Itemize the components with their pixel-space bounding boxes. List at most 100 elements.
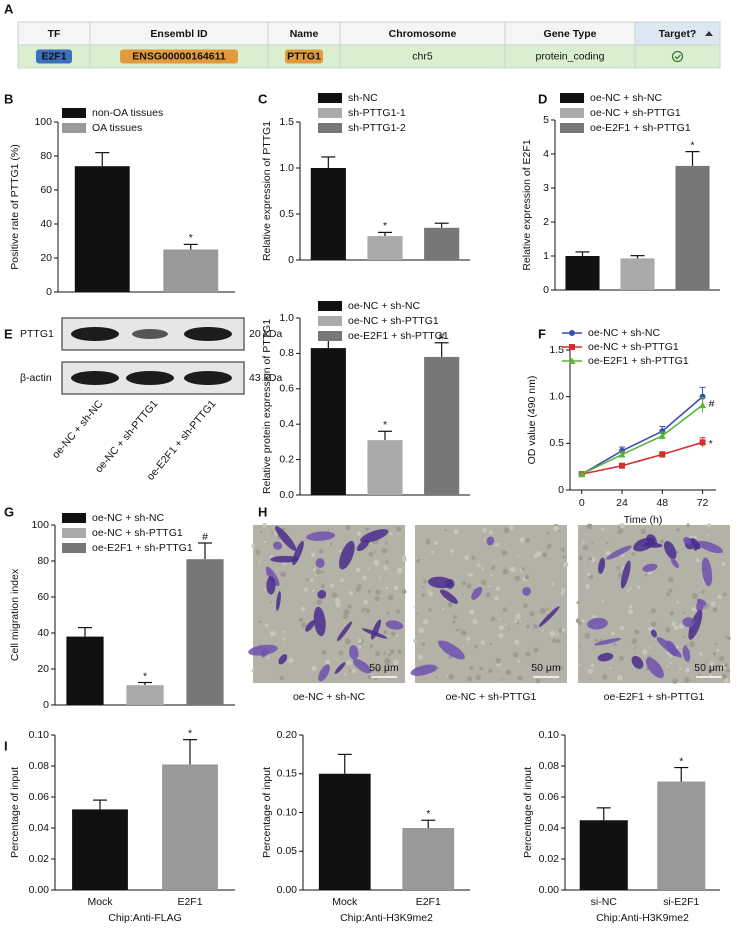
texture [425, 538, 430, 543]
x-axis-label: Chip:Anti-H3K9me2 [340, 912, 433, 924]
cell [275, 526, 297, 551]
texture [464, 555, 470, 560]
texture [255, 549, 261, 555]
legend-swatch [318, 316, 342, 326]
texture [666, 664, 669, 668]
cell [656, 637, 682, 658]
significance-mark: * [189, 232, 193, 244]
texture [578, 555, 583, 561]
line [581, 404, 704, 475]
texture [648, 646, 651, 649]
point [619, 447, 626, 454]
y-axis-label: Cell migration index [9, 568, 21, 661]
cell [633, 537, 655, 552]
texture [369, 643, 374, 648]
texture [262, 523, 267, 528]
texture [674, 625, 679, 631]
texture [672, 678, 678, 684]
cell [697, 540, 723, 554]
texture [373, 550, 377, 554]
y-tick-label: 2 [543, 216, 549, 228]
texture [678, 667, 682, 671]
texture [542, 552, 548, 558]
bar [579, 820, 628, 890]
texture [618, 656, 624, 662]
texture [314, 573, 317, 576]
texture [558, 529, 561, 533]
bar [126, 685, 164, 705]
texture [466, 573, 470, 576]
texture [389, 666, 394, 671]
legend-label: oe-NC + sh-PTTG1 [348, 315, 439, 327]
cell [266, 576, 276, 595]
y-tick-label: 0.10 [29, 729, 50, 741]
texture [453, 615, 458, 619]
cell [306, 531, 336, 541]
y-axis-label: Percentage of input [9, 767, 21, 858]
texture [310, 578, 314, 582]
texture [712, 652, 717, 656]
x-tick-label: 24 [616, 497, 628, 509]
y-axis-label: OD value (490 nm) [526, 376, 538, 465]
texture [631, 638, 637, 645]
texture [422, 618, 429, 625]
panel-label: F [538, 326, 546, 341]
texture [321, 650, 327, 656]
texture [396, 649, 402, 654]
texture [676, 645, 679, 649]
cell [270, 555, 299, 563]
cell [360, 529, 389, 543]
legend-swatch [318, 93, 342, 103]
significance-mark: # [439, 331, 445, 343]
texture [498, 624, 505, 631]
texture [327, 543, 330, 546]
texture [726, 668, 731, 673]
texture [721, 561, 726, 566]
texture [584, 632, 591, 639]
legend-swatch [62, 528, 86, 538]
texture [303, 587, 308, 592]
texture [717, 594, 722, 599]
badge-text: PTTG1 [287, 50, 321, 62]
texture [495, 658, 502, 664]
significance-mark: * [679, 755, 683, 767]
texture [310, 552, 316, 557]
texture [444, 528, 447, 532]
texture [251, 544, 255, 548]
micrograph [415, 525, 567, 683]
y-axis-label: Percentage of input [261, 767, 273, 858]
texture [560, 547, 565, 552]
y-tick-label: 0.05 [277, 845, 298, 857]
legend-label: sh-PTTG1-2 [348, 122, 406, 134]
texture [445, 674, 449, 678]
texture [311, 665, 317, 672]
texture [357, 584, 362, 589]
texture [549, 630, 556, 637]
texture [258, 560, 261, 564]
panel-label: A [4, 1, 14, 16]
cell [670, 558, 679, 568]
texture [727, 636, 731, 640]
y-tick-label: 0.5 [549, 437, 564, 449]
cell [315, 558, 325, 568]
texture [561, 588, 566, 593]
texture [692, 593, 698, 600]
cell [682, 645, 691, 662]
texture [358, 645, 362, 649]
y-tick-label: 0.8 [279, 347, 294, 359]
texture [384, 662, 391, 669]
panel-label: I [4, 738, 8, 753]
texture [558, 665, 564, 671]
texture [378, 576, 382, 579]
bar [310, 348, 346, 495]
cell [445, 579, 455, 589]
texture [494, 596, 499, 601]
y-tick-label: 0.4 [279, 418, 294, 430]
texture [529, 611, 535, 617]
texture [718, 605, 721, 608]
blot-band [71, 327, 119, 341]
y-tick-label: 20 [40, 252, 52, 264]
y-tick-label: 0.08 [539, 760, 560, 772]
legend-marker [568, 357, 576, 364]
texture [481, 567, 485, 570]
